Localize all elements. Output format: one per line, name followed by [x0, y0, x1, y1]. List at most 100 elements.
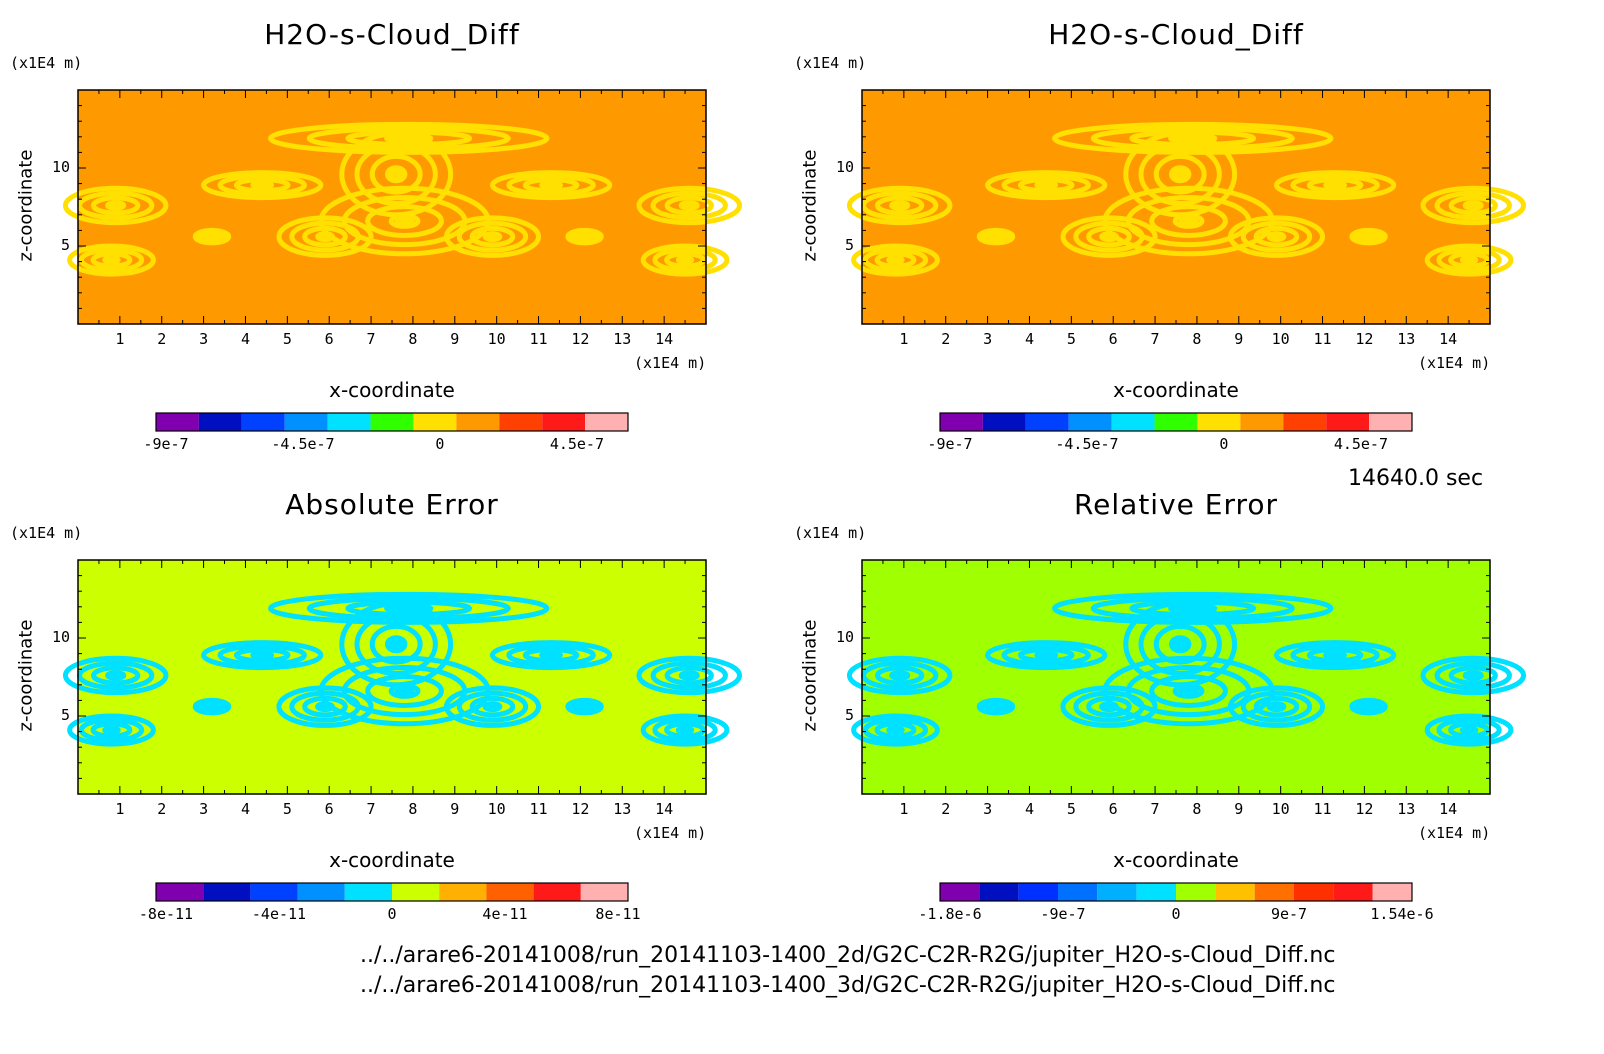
y-tick-label: 10 — [51, 158, 70, 176]
file-path-1: ../../arare6-20141008/run_20141103-1400_… — [360, 943, 1336, 968]
cloud-region — [192, 697, 232, 716]
x-tick-label: 1 — [899, 800, 909, 818]
x-tick-label: 2 — [157, 330, 167, 348]
cloud-region — [565, 227, 604, 246]
x-tick-label: 3 — [199, 330, 209, 348]
cloud-region — [1227, 215, 1326, 258]
x-tick-label: 14 — [1439, 800, 1458, 818]
colorbar-segment — [1294, 883, 1334, 901]
x-tick-label: 8 — [1192, 800, 1202, 818]
cloud-region — [985, 170, 1108, 201]
colorbar-segment — [585, 413, 628, 431]
colorbar-segment — [1136, 883, 1176, 901]
file-path-2: ../../arare6-20141008/run_20141103-1400_… — [360, 973, 1336, 998]
x-tick-label: 11 — [1313, 330, 1332, 348]
colorbar-frame — [939, 412, 1413, 432]
colorbar-segment — [1240, 413, 1284, 431]
x-unit-label: (x1E4 m) — [634, 354, 707, 372]
colorbar-segment — [1326, 413, 1370, 431]
chart-title: H2O-s-Cloud_Diff — [1048, 18, 1304, 51]
cloud-region — [1349, 697, 1388, 716]
colorbar-segment — [370, 413, 414, 431]
colorbar-segment — [1058, 883, 1098, 901]
y-tick-label: 10 — [835, 628, 854, 646]
cloud-region — [443, 685, 542, 728]
x-tick-label: 13 — [1397, 330, 1416, 348]
x-tick-label: 10 — [487, 800, 506, 818]
colorbar-segment — [1018, 883, 1058, 901]
x-tick-label: 12 — [1355, 330, 1374, 348]
colorbar-segment — [486, 883, 534, 901]
cloud-region — [201, 170, 324, 201]
heatmap-svg — [62, 89, 742, 432]
colorbar-label: 0 — [1171, 905, 1181, 923]
x-tick-label: 5 — [1066, 330, 1076, 348]
x-tick-label: 8 — [408, 330, 418, 348]
colorbar-segment — [1369, 413, 1412, 431]
cloud-region — [1349, 227, 1388, 246]
cloud-region — [985, 640, 1108, 671]
x-unit-label: (x1E4 m) — [1418, 354, 1491, 372]
panel-bottom-left: Absolute Error (x1E4 m) (x1E4 m) 1 2 3 4 5 6 7 8 9 1… — [0, 470, 800, 940]
cloud-region — [62, 185, 169, 226]
colorbar-label: -8e-11 — [138, 905, 194, 923]
colorbar-segment — [297, 883, 345, 901]
panel-top-left: H2O-s-Cloud_Diff (x1E4 m) (x1E4 m) 1 2 3 4 5 6 7 8… — [0, 0, 800, 470]
cloud-region — [846, 185, 953, 226]
cloud-region — [489, 170, 613, 201]
colorbar-label: -1.8e-6 — [918, 905, 982, 923]
x-tick-label: 10 — [487, 330, 506, 348]
y-unit-label: (x1E4 m) — [794, 54, 867, 72]
colorbar-frame — [939, 882, 1413, 902]
y-tick-label: 5 — [844, 236, 854, 254]
cloud-region — [846, 655, 953, 696]
colorbar-label: -4.5e-7 — [271, 435, 335, 453]
y-tick-label: 5 — [60, 706, 70, 724]
x-tick-label: 1 — [115, 330, 125, 348]
colorbar-segment — [1197, 413, 1241, 431]
x-axis-label: x-coordinate — [1113, 848, 1239, 872]
x-tick-label: 3 — [199, 800, 209, 818]
y-axis-label: z-coordinate — [799, 149, 821, 262]
x-tick-label: 4 — [1024, 800, 1034, 818]
x-tick-label: 10 — [1271, 800, 1290, 818]
colorbar-segment — [284, 413, 328, 431]
y-axis-label: z-coordinate — [799, 619, 821, 732]
colorbar-label: 8e-11 — [595, 905, 641, 923]
colorbar-segment — [456, 413, 500, 431]
x-tick-label: 11 — [529, 800, 548, 818]
colorbar-label: 4.5e-7 — [1333, 435, 1388, 453]
x-tick-label: 1 — [115, 800, 125, 818]
panel-top-right: H2O-s-Cloud_Diff (x1E4 m) (x1E4 m) 1 2 3 4 5 6 7 8… — [784, 0, 1584, 470]
colorbar-segment — [156, 883, 204, 901]
x-tick-label: 7 — [366, 800, 376, 818]
colorbar-segment — [156, 413, 199, 431]
y-tick-label: 5 — [844, 706, 854, 724]
cloud-region — [976, 227, 1016, 246]
x-tick-label: 5 — [282, 330, 292, 348]
cloud-region — [276, 685, 374, 728]
colorbar-label: 9e-7 — [1270, 905, 1308, 923]
cloud-region — [1424, 713, 1514, 747]
x-tick-label: 6 — [324, 800, 334, 818]
y-unit-label: (x1E4 m) — [10, 54, 83, 72]
colorbar-label: -4e-11 — [251, 905, 307, 923]
colorbar-frame — [155, 412, 629, 432]
cloud-region — [1424, 243, 1514, 277]
colorbar-segment — [542, 413, 586, 431]
colorbar-segment — [241, 413, 285, 431]
x-tick-label: 2 — [157, 800, 167, 818]
x-tick-label: 6 — [324, 330, 334, 348]
y-unit-label: (x1E4 m) — [10, 524, 83, 542]
cloud-region — [1227, 685, 1326, 728]
colorbar-segment — [940, 413, 983, 431]
colorbar-label: -9e-7 — [1040, 905, 1086, 923]
colorbar-segment — [250, 883, 298, 901]
x-tick-label: 4 — [1024, 330, 1034, 348]
y-tick-label: 5 — [60, 236, 70, 254]
x-tick-label: 11 — [529, 330, 548, 348]
colorbar-segment — [982, 413, 1026, 431]
x-tick-label: 14 — [655, 800, 674, 818]
colorbar-segment — [344, 883, 392, 901]
x-tick-label: 8 — [1192, 330, 1202, 348]
